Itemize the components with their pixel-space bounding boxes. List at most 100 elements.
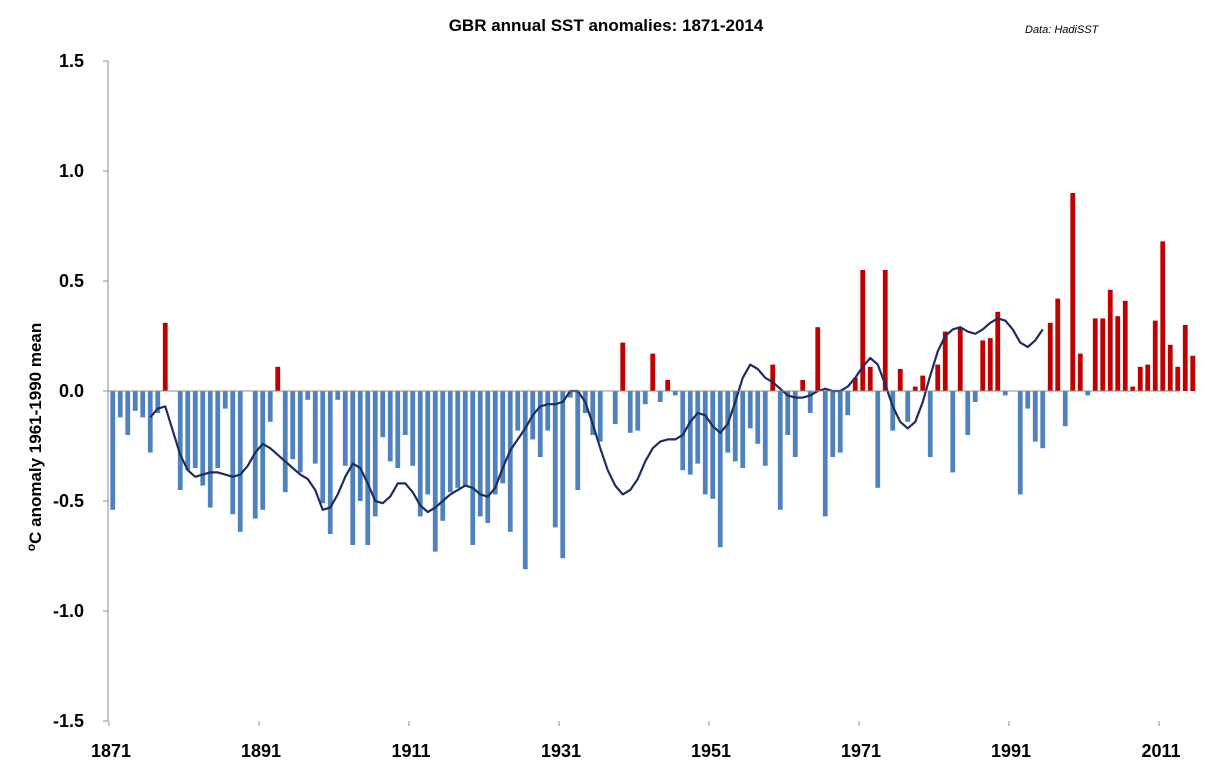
anomaly-bar-1891 xyxy=(260,391,266,510)
anomaly-bar-1981 xyxy=(935,364,941,391)
anomaly-bar-1987 xyxy=(980,340,986,391)
anomaly-bar-1881 xyxy=(185,391,191,471)
anomaly-bar-2005 xyxy=(1115,316,1121,391)
anomaly-bar-1913 xyxy=(425,391,431,495)
anomaly-bar-1968 xyxy=(837,391,843,453)
anomaly-bar-1943 xyxy=(650,353,656,391)
anomaly-bar-1916 xyxy=(447,391,453,493)
x-tick-label: 1931 xyxy=(541,741,581,761)
anomaly-bar-1874 xyxy=(132,391,138,411)
anomaly-bar-1923 xyxy=(500,391,506,484)
anomaly-bar-1900 xyxy=(327,391,333,534)
anomaly-bar-2000 xyxy=(1077,353,1083,391)
anomaly-bar-1982 xyxy=(942,331,948,391)
anomaly-bar-1878 xyxy=(162,322,168,391)
anomaly-bar-1950 xyxy=(702,391,708,495)
anomaly-bar-1907 xyxy=(380,391,386,438)
anomaly-bar-1893 xyxy=(275,366,281,391)
anomaly-bar-1956 xyxy=(747,391,753,429)
x-tick-label: 1971 xyxy=(841,741,881,761)
anomaly-bar-1958 xyxy=(762,391,768,466)
anomaly-bar-1910 xyxy=(402,391,408,435)
anomaly-bar-1906 xyxy=(372,391,378,517)
anomaly-bar-1952 xyxy=(717,391,723,548)
anomaly-bar-1887 xyxy=(230,391,236,515)
anomaly-bar-1936 xyxy=(597,391,603,442)
anomaly-bar-1989 xyxy=(995,311,1001,391)
anomaly-bar-1908 xyxy=(387,391,393,462)
anomaly-bar-1872 xyxy=(117,391,123,418)
anomaly-bar-1920 xyxy=(477,391,483,517)
anomaly-bar-1925 xyxy=(515,391,521,431)
x-tick-label: 1891 xyxy=(241,741,281,761)
anomaly-bar-2006 xyxy=(1122,300,1128,391)
anomaly-bar-1935 xyxy=(590,391,596,435)
anomaly-bar-1941 xyxy=(635,391,641,431)
anomaly-bar-1880 xyxy=(177,391,183,490)
y-tick-label: -1.5 xyxy=(53,711,84,731)
anomaly-bar-1977 xyxy=(905,391,911,422)
anomaly-bar-1886 xyxy=(222,391,228,409)
anomaly-bar-1945 xyxy=(665,380,671,391)
y-tick-label: -1.0 xyxy=(53,601,84,621)
anomaly-bar-2013 xyxy=(1175,366,1181,391)
anomaly-bars xyxy=(110,193,1196,570)
anomaly-bar-1871 xyxy=(110,391,116,510)
anomaly-bar-1873 xyxy=(125,391,131,435)
anomaly-bar-2010 xyxy=(1152,320,1158,391)
anomaly-bar-2014 xyxy=(1182,325,1188,391)
anomaly-bar-1984 xyxy=(957,327,963,391)
y-axis-ticks: 1.5 1.0 0.5 0.0 -0.5 -1.0 -1.5 xyxy=(53,51,108,731)
anomaly-bar-1919 xyxy=(470,391,476,545)
anomaly-bar-1897 xyxy=(305,391,311,400)
anomaly-bar-1969 xyxy=(845,391,851,416)
anomaly-bar-1922 xyxy=(492,391,498,495)
x-tick-label: 1871 xyxy=(91,741,131,761)
anomaly-bar-1965 xyxy=(815,327,821,391)
anomaly-bar-1980 xyxy=(927,391,933,457)
anomaly-bar-1971 xyxy=(860,270,866,391)
anomaly-bar-1961 xyxy=(785,391,791,435)
x-tick-label: 2011 xyxy=(1141,741,1180,761)
anomaly-bar-1993 xyxy=(1025,391,1031,409)
anomaly-bar-1882 xyxy=(192,391,198,468)
anomaly-bar-1998 xyxy=(1062,391,1068,427)
anomaly-bar-1959 xyxy=(770,364,776,391)
anomaly-bar-1903 xyxy=(350,391,356,545)
anomaly-bar-2004 xyxy=(1107,289,1113,391)
anomaly-bar-1999 xyxy=(1070,193,1076,391)
anomaly-bar-1924 xyxy=(507,391,513,532)
anomaly-bar-1947 xyxy=(680,391,686,471)
anomaly-bar-1942 xyxy=(642,391,648,405)
anomaly-bar-1976 xyxy=(897,369,903,391)
anomaly-bar-1909 xyxy=(395,391,401,468)
anomaly-bar-1973 xyxy=(875,391,881,488)
anomaly-bar-1966 xyxy=(822,391,828,517)
x-tick-label: 1951 xyxy=(691,741,731,761)
anomaly-bar-1986 xyxy=(972,391,978,402)
anomaly-bar-1967 xyxy=(830,391,836,457)
y-tick-label: 1.5 xyxy=(59,51,84,71)
y-axis-label-text: C anomaly 1961-1990 mean xyxy=(26,323,45,544)
anomaly-bar-1883 xyxy=(200,391,206,486)
anomaly-bar-1904 xyxy=(357,391,363,501)
anomaly-bar-1944 xyxy=(657,391,663,402)
anomaly-bar-1917 xyxy=(455,391,461,488)
anomaly-bar-1992 xyxy=(1017,391,1023,495)
anomaly-bar-1884 xyxy=(207,391,213,508)
anomaly-bar-1979 xyxy=(920,375,926,391)
anomaly-bar-2008 xyxy=(1137,366,1143,391)
anomaly-bar-1896 xyxy=(297,391,303,473)
anomaly-bar-1898 xyxy=(312,391,318,464)
anomaly-bar-1914 xyxy=(432,391,438,552)
anomaly-bar-2001 xyxy=(1085,391,1091,396)
data-source-note: Data: HadiSST xyxy=(1025,24,1100,36)
anomaly-bar-1949 xyxy=(695,391,701,464)
anomaly-bar-1970 xyxy=(852,377,858,391)
anomaly-bar-2012 xyxy=(1167,344,1173,391)
anomaly-bar-1957 xyxy=(755,391,761,444)
anomaly-bar-1996 xyxy=(1047,322,1053,391)
anomaly-bar-1983 xyxy=(950,391,956,473)
anomaly-bar-1954 xyxy=(732,391,738,462)
anomaly-bar-1963 xyxy=(800,380,806,391)
